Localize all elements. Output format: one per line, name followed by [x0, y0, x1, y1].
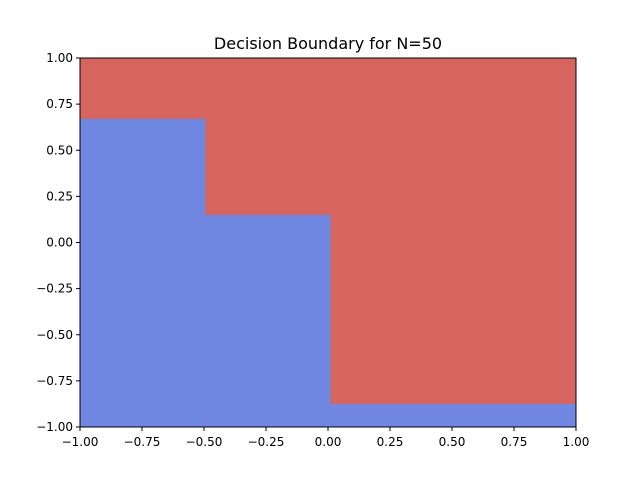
- x-tick-label: −1.00: [62, 435, 99, 449]
- region-blue-1: [205, 214, 331, 427]
- y-tick-label: 0.75: [46, 97, 73, 111]
- x-tick-label: −0.25: [248, 435, 285, 449]
- x-tick-label: 0.50: [439, 435, 466, 449]
- x-tick-label: −0.75: [124, 435, 161, 449]
- y-tick-label: 0.50: [46, 143, 73, 157]
- y-tick-label: −1.00: [36, 420, 73, 434]
- y-tick-label: −0.75: [36, 374, 73, 388]
- plot-area: [79, 57, 577, 428]
- x-tick-label: 0.75: [501, 435, 528, 449]
- x-axis: −1.00 −0.75 −0.50 −0.25 0.00 0.25 0.50 0.75 1.00: [62, 427, 590, 449]
- y-tick-label: 1.00: [46, 51, 73, 65]
- y-tick-label: −0.50: [36, 328, 73, 342]
- region-blue-0: [80, 118, 206, 427]
- y-tick-label: 0.00: [46, 236, 73, 250]
- y-tick-label: −0.25: [36, 282, 73, 296]
- chart-title: Decision Boundary for N=50: [214, 34, 442, 53]
- y-tick-label: 0.25: [46, 189, 73, 203]
- x-tick-label: 1.00: [563, 435, 590, 449]
- x-tick-label: 0.00: [315, 435, 342, 449]
- x-tick-label: 0.25: [377, 435, 404, 449]
- y-axis: −1.00 −0.75 −0.50 −0.25 0.00 0.25 0.50 0.75 1.00: [36, 51, 80, 434]
- x-tick-label: −0.50: [186, 435, 223, 449]
- region-blue-2: [330, 403, 576, 427]
